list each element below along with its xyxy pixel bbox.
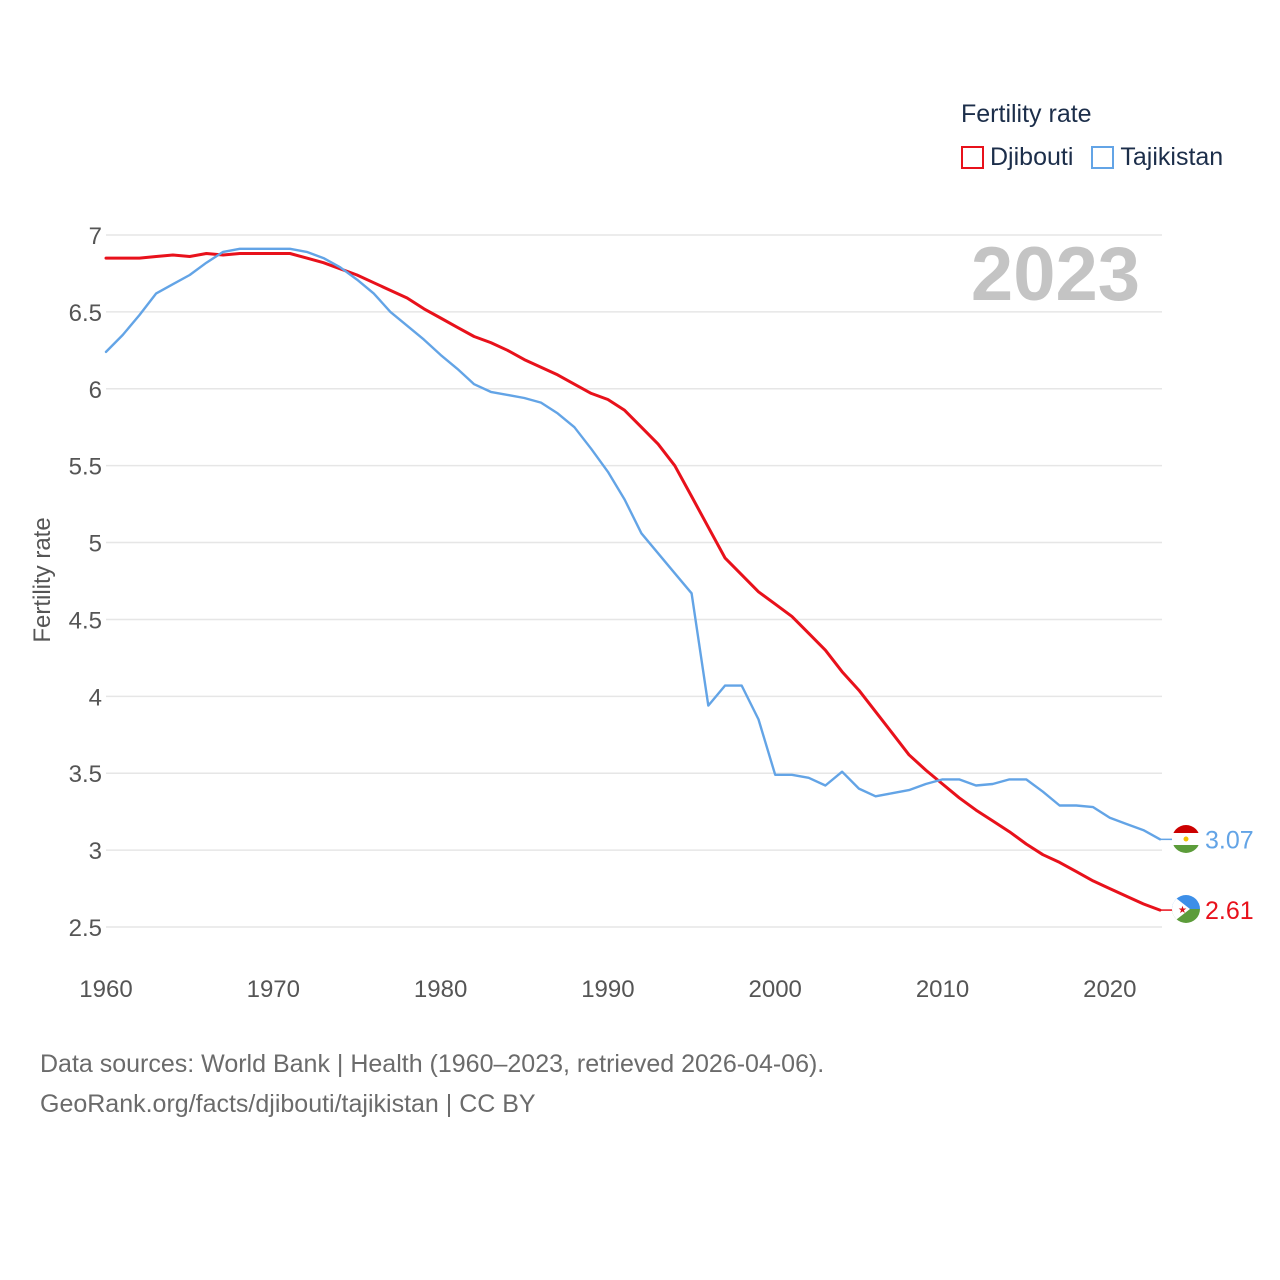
footer-sources: Data sources: World Bank | Health (1960–…: [40, 1050, 825, 1078]
x-tick-label: 2000: [749, 976, 802, 1003]
x-tick-label: 2020: [1083, 976, 1136, 1003]
legend-item-djibouti[interactable]: Djibouti: [961, 143, 1073, 172]
y-tick-label: 4.5: [69, 607, 102, 634]
y-axis-ticks: 2.5 3 3.5 4 4.5 5 5.5 6 6.5 7: [69, 223, 102, 942]
svg-text:★: ★: [1178, 905, 1187, 916]
y-tick-label: 3: [89, 838, 102, 865]
legend-swatch-djibouti: [961, 146, 984, 169]
x-axis-ticks: 1960 1970 1980 1990 2000 2010 2020: [79, 976, 1136, 1003]
series-group: [104, 247, 1172, 912]
grid: [106, 234, 1162, 928]
legend-title: Fertility rate: [961, 100, 1092, 128]
legend-swatch-tajikistan: [1091, 146, 1115, 169]
djibouti-flag-icon: ★: [1172, 895, 1200, 923]
end-value-label-djibouti: 2.61: [1205, 897, 1254, 925]
y-tick-label: 5.5: [69, 454, 102, 481]
y-tick-label: 3.5: [69, 761, 102, 788]
y-tick-label: 6: [89, 377, 102, 404]
y-axis-label: Fertility rate: [29, 517, 56, 642]
y-tick-label: 6.5: [69, 300, 102, 327]
x-tick-label: 2010: [916, 976, 969, 1003]
series-line-djibouti[interactable]: [104, 252, 1162, 912]
legend-label-djibouti: Djibouti: [990, 143, 1074, 171]
footer-attribution[interactable]: GeoRank.org/facts/djibouti/tajikistan | …: [40, 1090, 536, 1118]
x-tick-label: 1990: [581, 976, 634, 1003]
x-tick-label: 1970: [247, 976, 300, 1003]
year-label: 2023: [971, 232, 1140, 317]
y-tick-label: 5: [89, 531, 102, 558]
y-tick-label: 2.5: [69, 915, 102, 942]
legend: Djibouti Tajikistan: [961, 143, 1241, 172]
x-tick-label: 1980: [414, 976, 467, 1003]
y-tick-label: 4: [89, 684, 102, 711]
end-labels: 2.61 3.07: [1205, 826, 1254, 925]
y-tick-label: 7: [89, 223, 102, 250]
footer: Data sources: World Bank | Health (1960–…: [40, 1044, 824, 1124]
legend-label-tajikistan: Tajikistan: [1120, 143, 1224, 171]
legend-item-tajikistan[interactable]: Tajikistan: [1091, 143, 1223, 172]
x-tick-label: 1960: [79, 976, 132, 1003]
tajikistan-flag-icon: [1172, 825, 1200, 853]
end-value-label-tajikistan: 3.07: [1205, 826, 1254, 854]
series-line-tajikistan[interactable]: [104, 247, 1162, 841]
line-chart: 2.5 3 3.5 4 4.5 5 5.5 6 6.5 7 1960 1970 1980 1990 200…: [29, 223, 1254, 1003]
